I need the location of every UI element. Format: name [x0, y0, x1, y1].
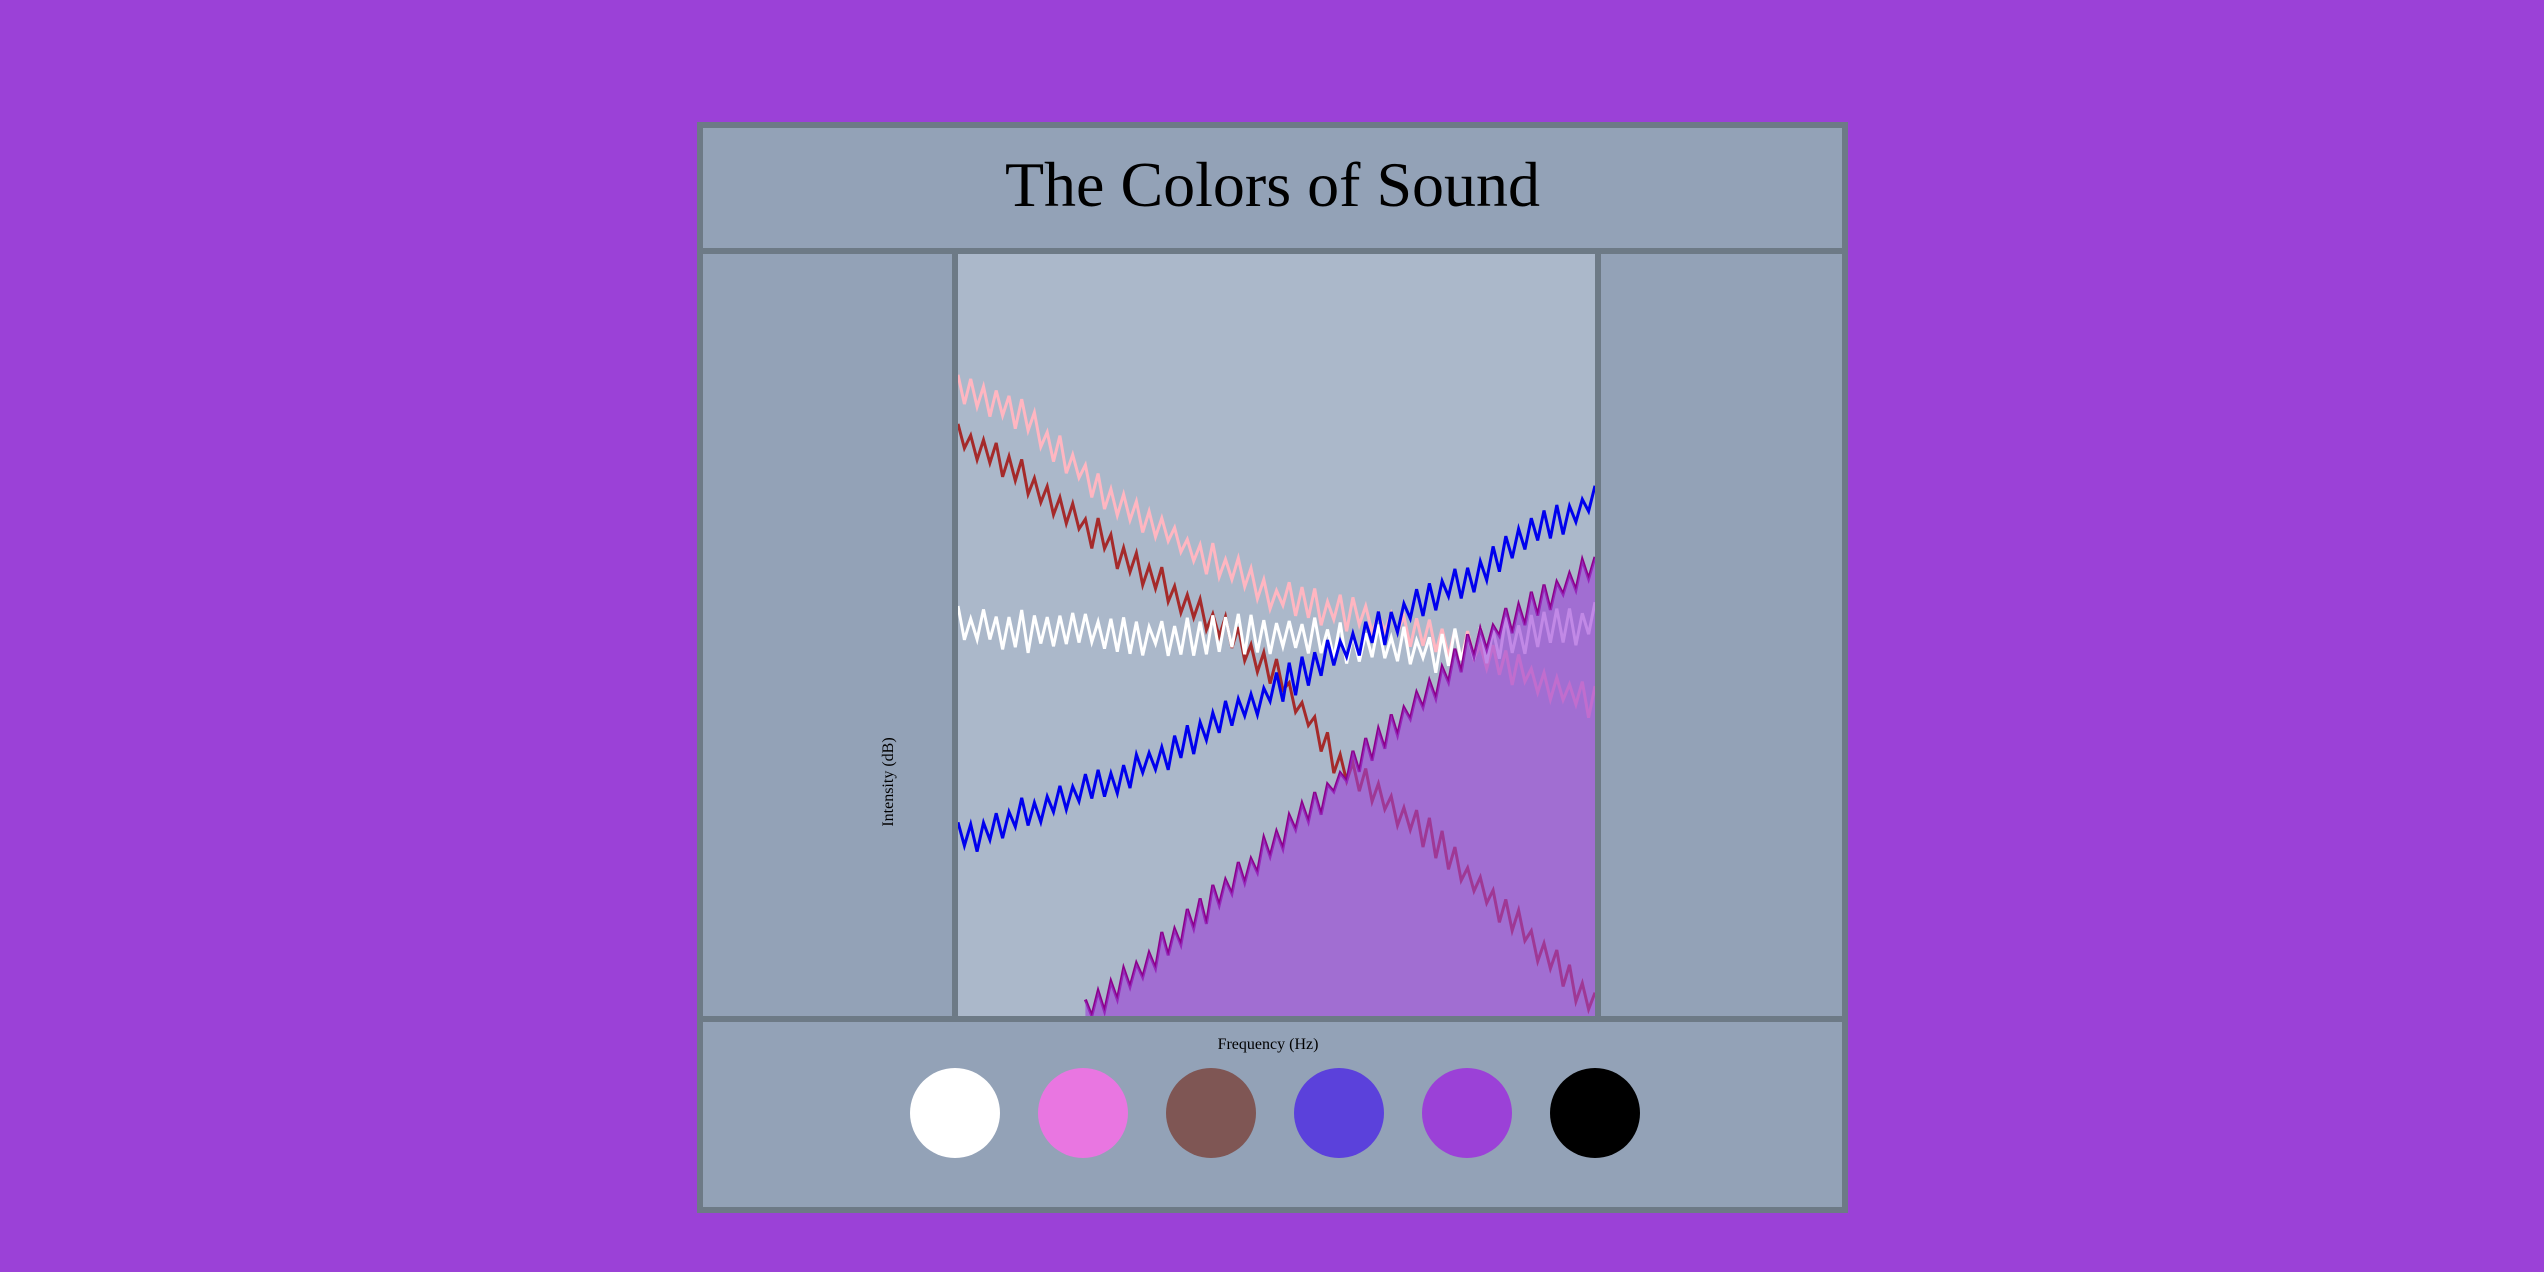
swatch-blue[interactable] [1294, 1068, 1384, 1158]
chart-header: The Colors of Sound [703, 128, 1842, 254]
chart-footer: Frequency (Hz) [703, 1016, 1842, 1207]
x-axis-label: Frequency (Hz) [1217, 1036, 1319, 1053]
chart-title: The Colors of Sound [1004, 149, 1541, 220]
series-area-4 [1085, 556, 1595, 1016]
series-line-3 [958, 485, 1595, 852]
color-swatches [910, 1068, 1640, 1158]
swatch-purple[interactable] [1422, 1068, 1512, 1158]
chart-card: The Colors of Sound Intensity (dB) Frequ… [697, 122, 1848, 1213]
right-panel [1595, 254, 1848, 1016]
swatch-white[interactable] [910, 1068, 1000, 1158]
chart-svg [958, 374, 1595, 1016]
plot-area [958, 254, 1595, 1016]
swatch-black[interactable] [1550, 1068, 1640, 1158]
left-panel: Intensity (dB) [703, 254, 958, 1016]
swatch-pink[interactable] [1038, 1068, 1128, 1158]
swatch-brown[interactable] [1166, 1068, 1256, 1158]
y-axis-label: Intensity (dB) [880, 737, 897, 827]
